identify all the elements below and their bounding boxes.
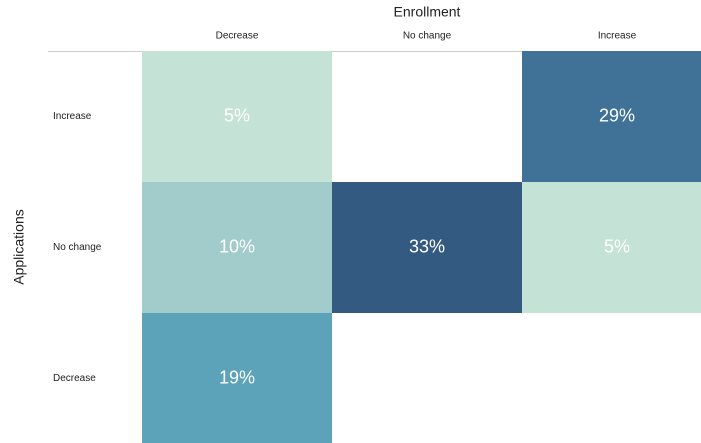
heatmap-cell xyxy=(142,182,332,313)
column-label: Decrease xyxy=(216,31,259,42)
column-label: Increase xyxy=(598,31,637,42)
column-label: No change xyxy=(403,31,452,42)
x-axis-title: Enrollment xyxy=(394,4,461,20)
row-label: Increase xyxy=(53,111,92,122)
cell-label: 33% xyxy=(409,236,445,256)
cell-label: 29% xyxy=(599,105,635,125)
cell-label: 10% xyxy=(219,236,255,256)
row-label: No change xyxy=(53,242,102,253)
row-label: Decrease xyxy=(53,373,96,384)
cell-label: 5% xyxy=(224,105,250,125)
heatmap-cell xyxy=(522,182,701,313)
heatmap-cell xyxy=(522,51,701,182)
heatmap-cell xyxy=(332,182,522,313)
cell-label: 19% xyxy=(219,367,255,387)
y-axis-title: Applications xyxy=(11,209,27,285)
cell-label: 5% xyxy=(604,236,630,256)
heatmap-cell xyxy=(142,51,332,182)
heatmap-cell xyxy=(142,313,332,443)
